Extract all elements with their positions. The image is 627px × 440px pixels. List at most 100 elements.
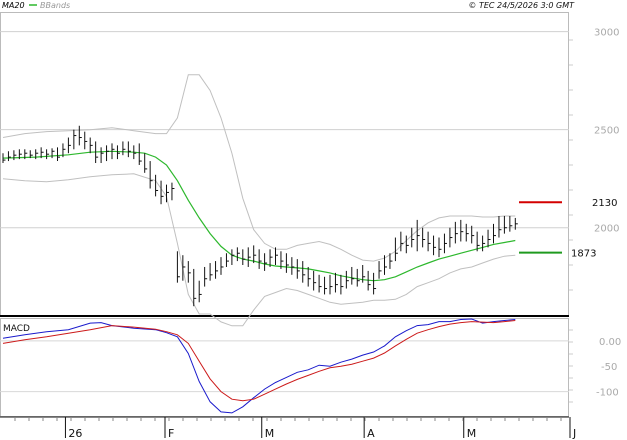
price-bar [209, 263, 213, 281]
price-bar [78, 125, 82, 146]
price-bar [427, 231, 431, 252]
price-bar [204, 266, 208, 287]
price-bar [122, 141, 126, 156]
price-bar [487, 229, 491, 248]
price-bar [334, 272, 338, 293]
price-bar [149, 161, 153, 189]
price-bar [7, 151, 11, 162]
price-bar [351, 266, 355, 285]
support-level-label: 1873 [571, 249, 596, 260]
price-bar [422, 227, 426, 248]
price-bar [247, 247, 251, 267]
price-bar [443, 233, 447, 254]
price-axis-label-2500: 2500 [594, 126, 619, 137]
right-axis-ticks [569, 39, 573, 403]
price-bar [182, 255, 186, 281]
price-bar [329, 274, 333, 295]
price-bar [67, 137, 71, 154]
resistance-level-label: 2130 [592, 198, 617, 209]
price-bar [62, 143, 66, 158]
price-bar [476, 231, 480, 252]
price-bar [171, 182, 175, 201]
price-bar [236, 247, 240, 262]
price-bar [411, 227, 415, 248]
price-panel-frame [0, 12, 569, 316]
price-bar [498, 215, 502, 238]
price-bar [296, 259, 300, 279]
price-bar [324, 276, 328, 295]
price-bar [46, 149, 50, 160]
price-bar [133, 145, 137, 160]
price-bar [106, 145, 110, 162]
price-bar [275, 247, 278, 266]
price-bar [40, 147, 44, 159]
bbands-lower-line [2, 173, 516, 327]
price-bar [389, 253, 393, 269]
price-bar [285, 253, 289, 273]
price-bar [35, 149, 39, 160]
price-bar [318, 274, 322, 293]
price-bar [160, 180, 164, 205]
price-bar [307, 266, 311, 287]
price-bar [127, 141, 131, 158]
month-label: 26 [68, 427, 82, 440]
price-bar [166, 184, 169, 203]
price-bar [13, 150, 17, 161]
month-label: M [265, 427, 275, 440]
price-bar [253, 245, 257, 264]
price-bar [449, 227, 453, 248]
price-bar [269, 249, 273, 267]
price-bar [340, 274, 344, 295]
macd-signal-line [2, 320, 516, 402]
month-label: A [367, 427, 375, 440]
macd-panel-frame [0, 318, 569, 417]
price-bar [116, 145, 120, 160]
price-bar [155, 174, 159, 197]
price-bar [242, 249, 246, 266]
macd-axis-label-zero: 0.00 [599, 337, 621, 348]
month-label: M [467, 427, 477, 440]
macd-axis-label-minus-50: -50 [601, 362, 617, 373]
price-bar [373, 272, 377, 295]
price-bar [225, 253, 229, 267]
price-bar [394, 237, 398, 262]
price-bar [215, 261, 219, 279]
price-bar [302, 261, 306, 283]
price-bar [138, 143, 142, 165]
price-bar [193, 268, 197, 307]
bbands-upper-line [2, 74, 516, 262]
price-bar [144, 153, 148, 173]
price-bar [258, 249, 262, 269]
copyright-text: © TEC 24/5/2026 3:0 GMT [468, 1, 575, 10]
price-bar [187, 261, 191, 283]
price-bar [345, 270, 349, 289]
price-bar [84, 131, 88, 150]
price-bar [264, 253, 268, 271]
price-bar [95, 141, 99, 164]
price-bar [438, 237, 442, 258]
price-bar [454, 221, 458, 244]
price-bar [29, 150, 33, 159]
price-bar [367, 270, 371, 291]
macd-title: MACD [3, 324, 30, 334]
price-bar [503, 215, 507, 234]
price-bar [2, 153, 6, 164]
price-bar [51, 148, 55, 159]
price-bar [231, 249, 235, 266]
price-bar [378, 261, 382, 279]
macd-axis-label-minus-100: -100 [596, 388, 619, 399]
price-bar [57, 147, 60, 162]
price-bar [514, 217, 518, 230]
price-bar [465, 223, 469, 242]
price-bar [73, 129, 77, 150]
price-bar [416, 219, 420, 252]
price-axis-label-2000: 2000 [594, 224, 619, 235]
time-axis-ticks [14, 417, 571, 438]
macd-line [2, 318, 516, 414]
price-bar [362, 265, 366, 283]
price-bar [18, 149, 22, 160]
ma-legend-label: MA20 [2, 1, 25, 10]
month-label: J [572, 427, 576, 440]
